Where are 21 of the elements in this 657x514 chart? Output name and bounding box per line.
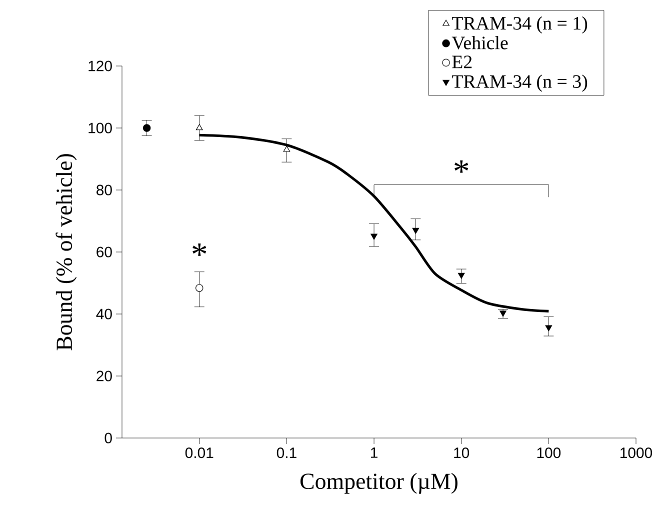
y-tick-label: 60 xyxy=(96,246,112,258)
x-tick-label: 100 xyxy=(537,448,561,458)
annotation: * xyxy=(454,160,468,173)
y-tick-label: 20 xyxy=(96,370,112,382)
y-tick-label: 100 xyxy=(88,122,112,134)
y-tick-label: 40 xyxy=(96,308,112,320)
x-tick-label: 0.1 xyxy=(276,448,296,458)
y-tick-label: 120 xyxy=(88,60,112,72)
x-tick-label: 1 xyxy=(371,448,378,458)
x-tick-label: 10 xyxy=(454,448,470,458)
y-axis-title: Bound (% of vehicle) xyxy=(56,154,77,350)
legend-label: Vehicle xyxy=(452,36,508,50)
x-tick-label: 1000 xyxy=(620,448,652,458)
y-tick-label: 0 xyxy=(104,432,112,444)
legend-label: TRAM-34 (n = 3) xyxy=(452,74,588,92)
x-axis-title: Competitor (µM) xyxy=(300,472,458,494)
y-tick-label: 80 xyxy=(96,184,112,196)
x-tick-label: 0.01 xyxy=(185,448,214,458)
annotation: * xyxy=(192,243,206,256)
legend-label: TRAM-34 (n = 1) xyxy=(452,16,588,34)
legend-label: E2 xyxy=(452,56,472,68)
